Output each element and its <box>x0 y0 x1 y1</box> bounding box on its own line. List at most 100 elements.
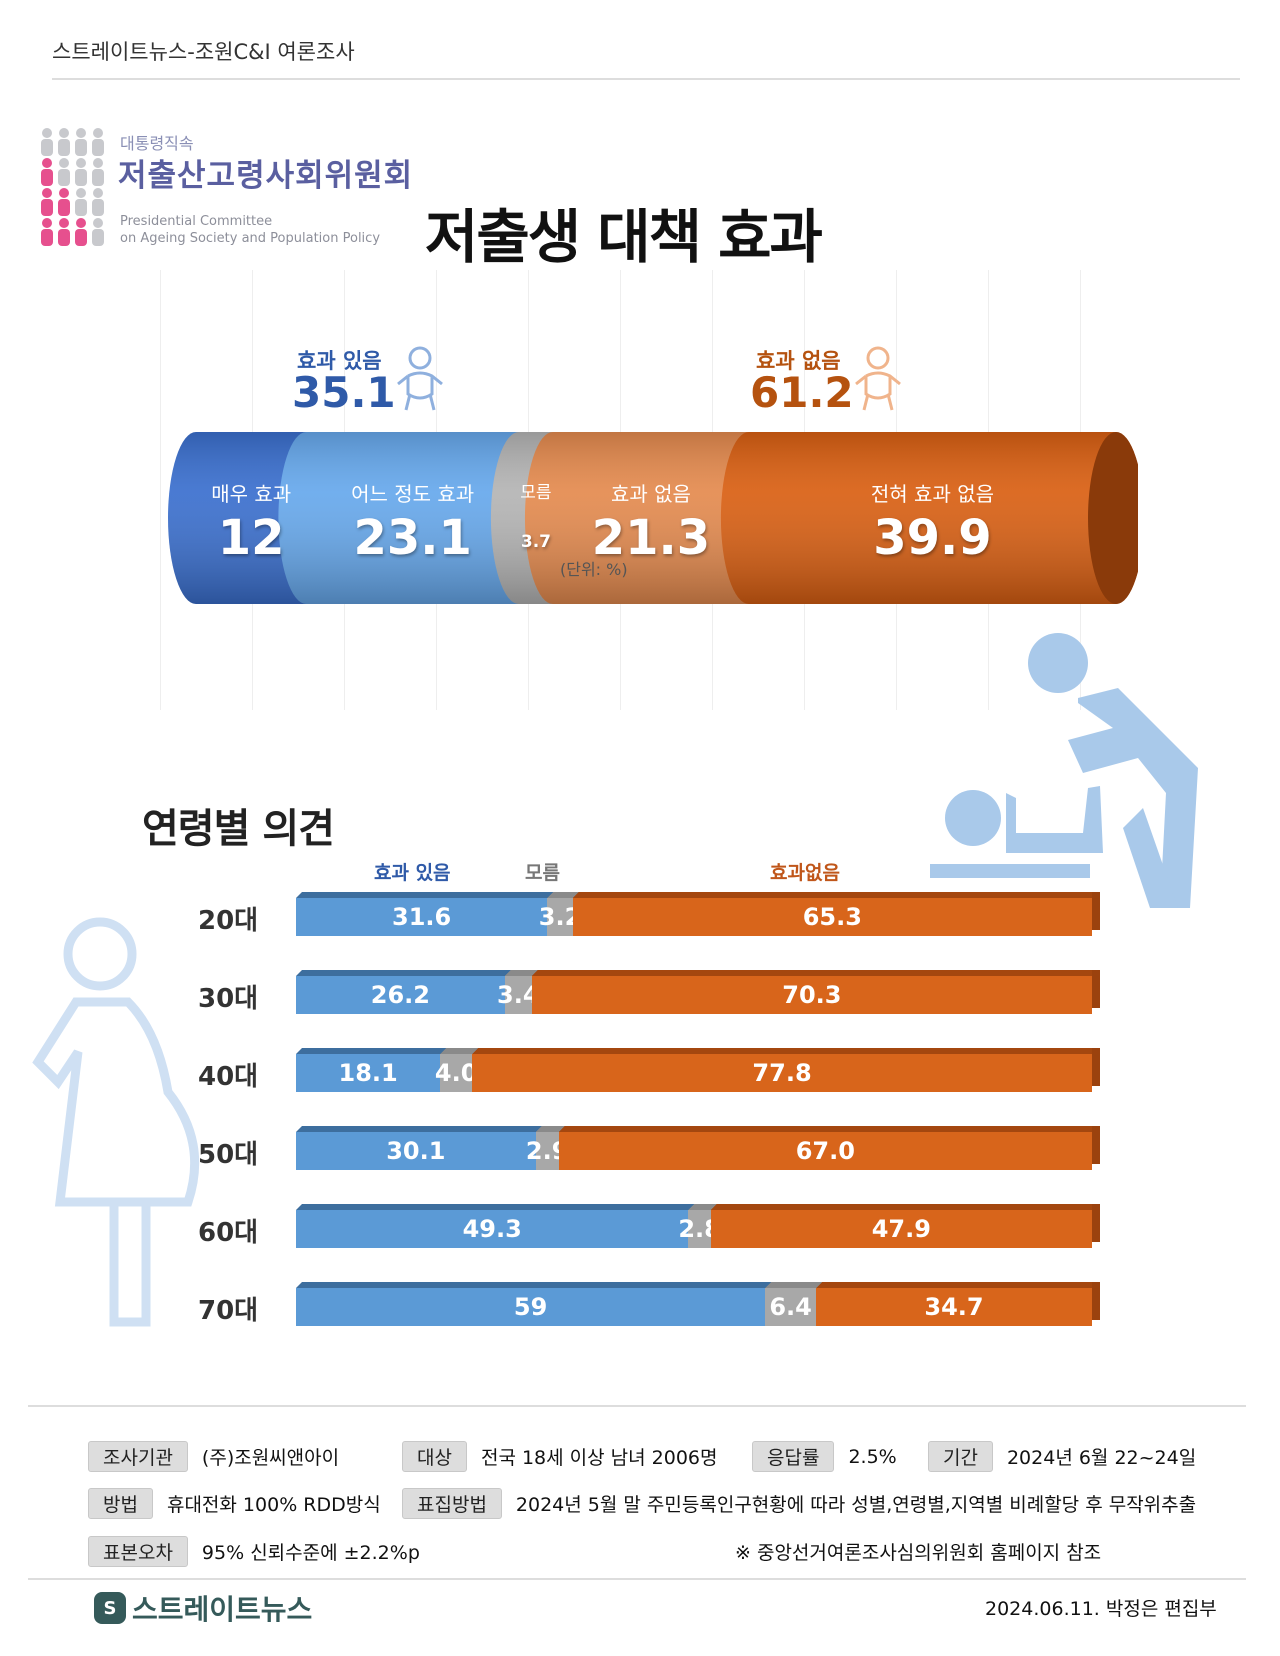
brand-s-icon: S <box>94 1592 126 1624</box>
survey-info-item: 표집방법 2024년 5월 말 주민등록인구현황에 따라 성별,연령별,지역별 비… <box>402 1488 1196 1519</box>
info-tag: 표집방법 <box>402 1488 502 1519</box>
age-bar-segment: 67.0 <box>558 1132 1092 1170</box>
summary-not-effective-label: 효과 없음 <box>756 349 841 373</box>
person-icon <box>41 158 53 186</box>
person-icon <box>75 158 87 186</box>
age-label: 50대 <box>198 1140 259 1170</box>
legend-not-effective: 효과없음 <box>770 862 840 884</box>
brand-name: 스트레이트뉴스 <box>132 1593 313 1626</box>
age-label: 20대 <box>198 906 259 936</box>
baby-icon <box>397 346 443 411</box>
page-title: 저출생 대책 효과 <box>425 203 823 271</box>
age-bar-segment: 3.4 <box>497 976 540 1014</box>
survey-info-item: 응답률 2.5% <box>752 1441 897 1472</box>
logo-committee-name: 저출산고령사회위원회 <box>118 158 414 194</box>
survey-info-item: 대상 전국 18세 이상 남녀 2006명 <box>402 1441 718 1472</box>
age-section-title: 연령별 의견 <box>142 806 335 852</box>
age-bar-row: 49.3 2.8 47.9 <box>296 1204 1100 1248</box>
info-text: (주)조원씨앤아이 <box>201 1447 340 1469</box>
info-tag: 방법 <box>88 1488 153 1519</box>
person-icon <box>92 188 104 216</box>
age-bar-segment: 77.8 <box>472 1054 1092 1092</box>
pregnant-woman-icon <box>32 917 200 1327</box>
summary-not-effective-value: 61.2 <box>750 368 854 417</box>
age-bar-segment: 59 <box>296 1288 766 1326</box>
age-bar-row: 18.1 4.0 77.8 <box>296 1048 1100 1092</box>
age-bar-segment: 2.9 <box>526 1132 568 1170</box>
person-icon <box>41 188 53 216</box>
info-text: 2024년 5월 말 주민등록인구현황에 따라 성별,연령별,지역별 비례할당 … <box>515 1494 1197 1516</box>
info-tag: 대상 <box>402 1441 467 1472</box>
age-bar-row: 31.6 3.2 65.3 <box>296 892 1100 936</box>
segment-label: 매우 효과 <box>211 482 292 506</box>
segment-value: 21.3 <box>591 510 711 566</box>
age-bar-row: 30.1 2.9 67.0 <box>296 1126 1100 1170</box>
age-bar-segment: 4.0 <box>435 1054 477 1092</box>
cylinder-end-cap <box>1088 432 1138 604</box>
summary-effective-value: 35.1 <box>292 368 396 417</box>
person-icon <box>58 188 70 216</box>
info-text: 전국 18세 이상 남녀 2006명 <box>480 1447 718 1469</box>
person-icon <box>92 128 104 156</box>
segment-value: 3.7 <box>520 532 551 552</box>
age-bar-segment: 65.3 <box>572 898 1092 936</box>
logo-en-line1: Presidential Committee <box>120 214 273 229</box>
segment-label: 모름 <box>520 483 552 503</box>
age-bar-segment: 2.8 <box>678 1210 721 1248</box>
survey-info-item: 방법 휴대전화 100% RDD방식 <box>88 1488 381 1519</box>
committee-logo-people-icon <box>41 128 104 246</box>
age-bar-segment: 30.1 <box>296 1132 536 1170</box>
survey-info-item: 기간 2024년 6월 22~24일 <box>928 1441 1196 1472</box>
age-bar-row: 59 6.4 34.7 <box>296 1282 1100 1326</box>
person-icon <box>92 158 104 186</box>
segment-label: 효과 없음 <box>610 482 691 506</box>
age-bar-segment: 26.2 <box>296 976 505 1014</box>
source-note: ※ 중앙선거여론조사심의위원회 홈페이지 참조 <box>735 1542 1102 1564</box>
info-text: 2024년 6월 22~24일 <box>1006 1447 1197 1469</box>
parent-changing-baby-icon <box>930 633 1198 908</box>
segment-label: 어느 정도 효과 <box>351 482 475 506</box>
divider <box>28 1578 1246 1580</box>
age-bar-segment: 6.4 <box>765 1288 817 1326</box>
age-bar-segment: 34.7 <box>816 1288 1092 1326</box>
person-icon <box>41 128 53 156</box>
person-icon <box>41 218 53 246</box>
header-source: 스트레이트뉴스-조원C&I 여론조사 <box>52 40 355 64</box>
legend-unknown: 모름 <box>525 862 560 884</box>
age-label: 60대 <box>198 1218 259 1248</box>
age-bar-segment: 31.6 <box>296 898 548 936</box>
person-icon <box>75 218 87 246</box>
baby-icon <box>855 346 901 411</box>
grid-line <box>160 270 161 710</box>
legend-effective: 효과 있음 <box>374 862 451 884</box>
info-tag: 기간 <box>928 1441 993 1472</box>
info-text: 95% 신뢰수준에 ±2.2%p <box>201 1542 420 1564</box>
age-label: 30대 <box>198 984 259 1014</box>
info-tag: 응답률 <box>752 1441 835 1472</box>
divider <box>28 1405 1246 1407</box>
person-icon <box>58 128 70 156</box>
person-icon <box>58 158 70 186</box>
person-icon <box>58 218 70 246</box>
cylinder-segment <box>720 432 1138 604</box>
survey-info-item: 조사기관 (주)조원씨앤아이 <box>88 1441 339 1472</box>
survey-info-item: 표본오차 95% 신뢰수준에 ±2.2%p <box>88 1536 420 1567</box>
summary-effective-label: 효과 있음 <box>297 349 382 373</box>
byline: 2024.06.11. 박정은 편집부 <box>985 1598 1217 1620</box>
segment-value: 39.9 <box>873 510 992 566</box>
age-label: 70대 <box>198 1296 259 1326</box>
unit-note: (단위: %) <box>560 560 628 579</box>
info-text: 휴대전화 100% RDD방식 <box>166 1494 381 1516</box>
age-bar-segment: 3.2 <box>539 898 581 936</box>
age-bar-segment: 47.9 <box>710 1210 1092 1248</box>
divider <box>52 78 1240 80</box>
person-icon <box>75 128 87 156</box>
segment-value: 23.1 <box>353 510 472 566</box>
age-bar-segment: 70.3 <box>531 976 1092 1014</box>
age-label: 40대 <box>198 1062 259 1092</box>
logo-small-text: 대통령직속 <box>120 134 194 153</box>
segment-value: 12 <box>217 510 285 566</box>
logo-en-line2: on Ageing Society and Population Policy <box>120 231 381 246</box>
person-icon <box>75 188 87 216</box>
age-bar-segment: 18.1 <box>296 1054 441 1092</box>
